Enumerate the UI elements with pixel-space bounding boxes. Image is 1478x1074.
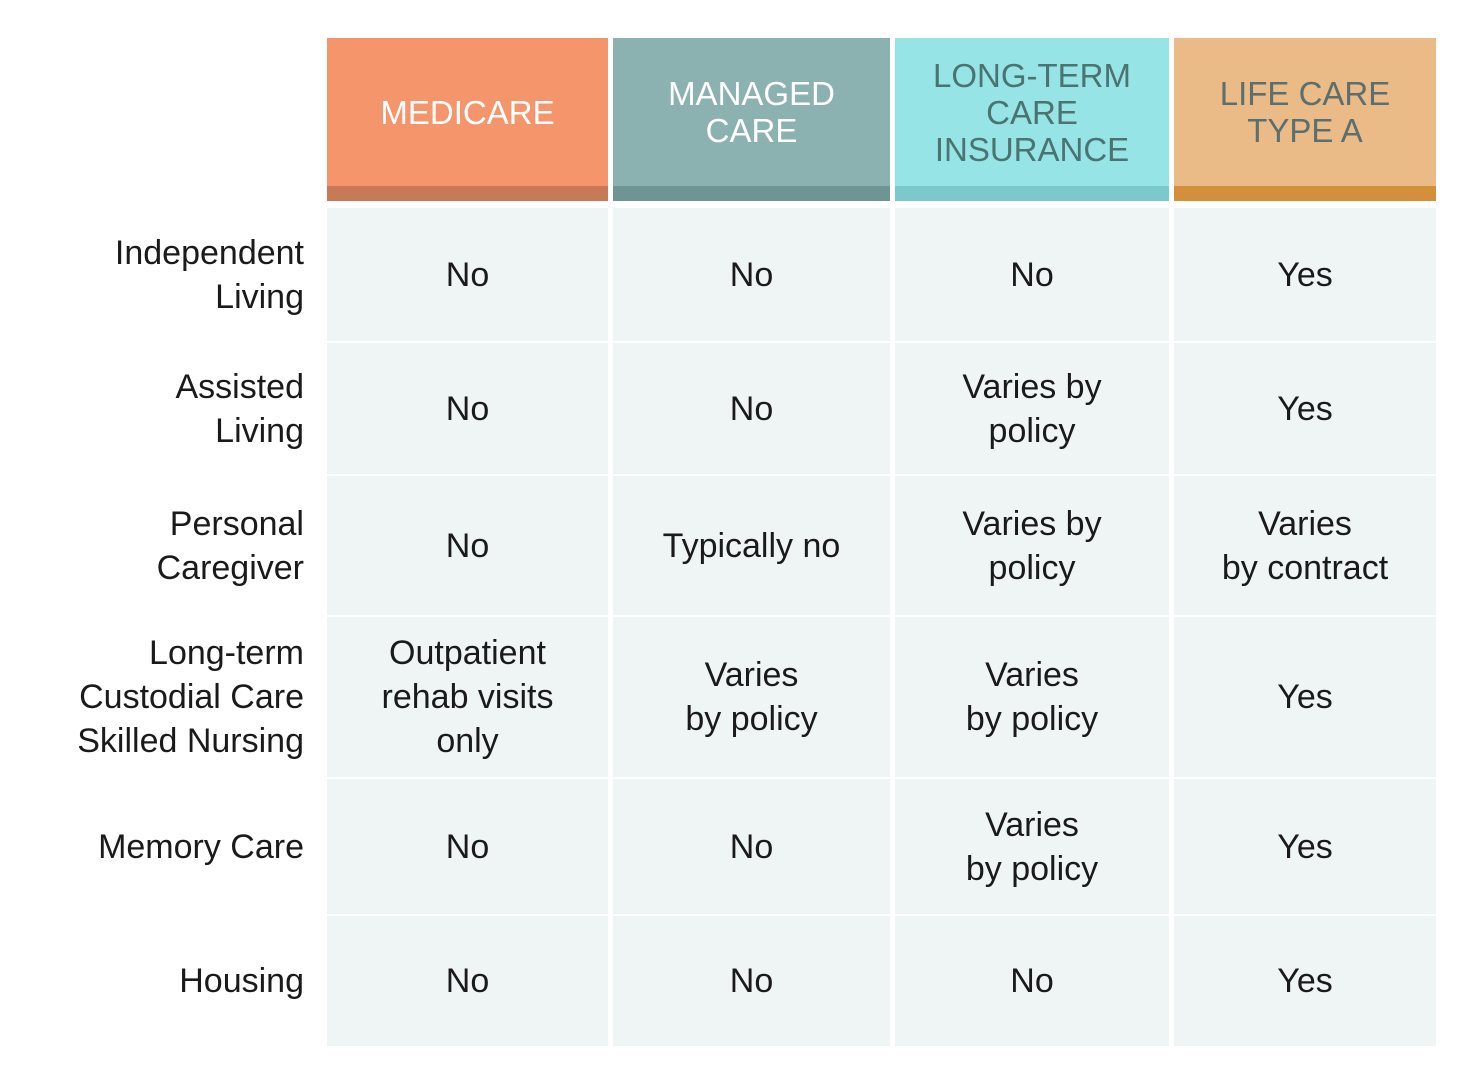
row-label: Housing (179, 962, 304, 1000)
column-header-accent-bar (895, 186, 1169, 201)
column-header: LONG-TERM CARE INSURANCE (895, 38, 1169, 201)
table-cell: Yes (1174, 617, 1436, 777)
column-header-accent-bar (613, 186, 890, 201)
table-cell: Yes (1174, 343, 1436, 474)
row-label: Assisted Living (175, 367, 305, 450)
table-cell: Varies by policy (613, 617, 890, 777)
row-label: Long-term Custodial Care Skilled Nursing (77, 634, 304, 760)
column-header-accent-bar (327, 186, 608, 201)
table-cell: Yes (1174, 779, 1436, 914)
table-cell: Typically no (613, 476, 890, 615)
column-header-accent-bar (1174, 186, 1436, 201)
table-cell: No (613, 208, 890, 341)
row-label: Independent Living (114, 233, 304, 316)
table-cell: Yes (1174, 208, 1436, 341)
table-cell: Varies by policy (895, 476, 1169, 615)
column-header: MEDICARE (327, 38, 608, 201)
table-cell: No (895, 208, 1169, 341)
column-header: LIFE CARE TYPE A (1174, 38, 1436, 201)
table-cell: No (327, 476, 608, 615)
table-cell: Varies by policy (895, 779, 1169, 914)
table-cell: No (613, 779, 890, 914)
column-header-label: LIFE CARE TYPE A (1219, 75, 1391, 149)
table-cell: Varies by policy (895, 617, 1169, 777)
column-header-label: MEDICARE (380, 93, 555, 131)
row-label: Personal Caregiver (156, 504, 304, 587)
row-label: Memory Care (98, 827, 304, 866)
table-cell: Varies by policy (895, 343, 1169, 474)
table-cell: No (613, 916, 890, 1046)
column-header-label: MANAGED CARE (668, 75, 835, 149)
table-cell: No (327, 779, 608, 914)
table-cell: Yes (1174, 916, 1436, 1046)
table-cell: Outpatient rehab visits only (327, 617, 608, 777)
table-cell: No (327, 208, 608, 341)
table-cell: Varies by contract (1174, 476, 1436, 615)
column-header: MANAGED CARE (613, 38, 890, 201)
table-cell: No (327, 343, 608, 474)
table-cell: No (327, 916, 608, 1046)
table-cell: No (613, 343, 890, 474)
column-header-label: LONG-TERM CARE INSURANCE (933, 56, 1131, 168)
table-cell: No (895, 916, 1169, 1046)
